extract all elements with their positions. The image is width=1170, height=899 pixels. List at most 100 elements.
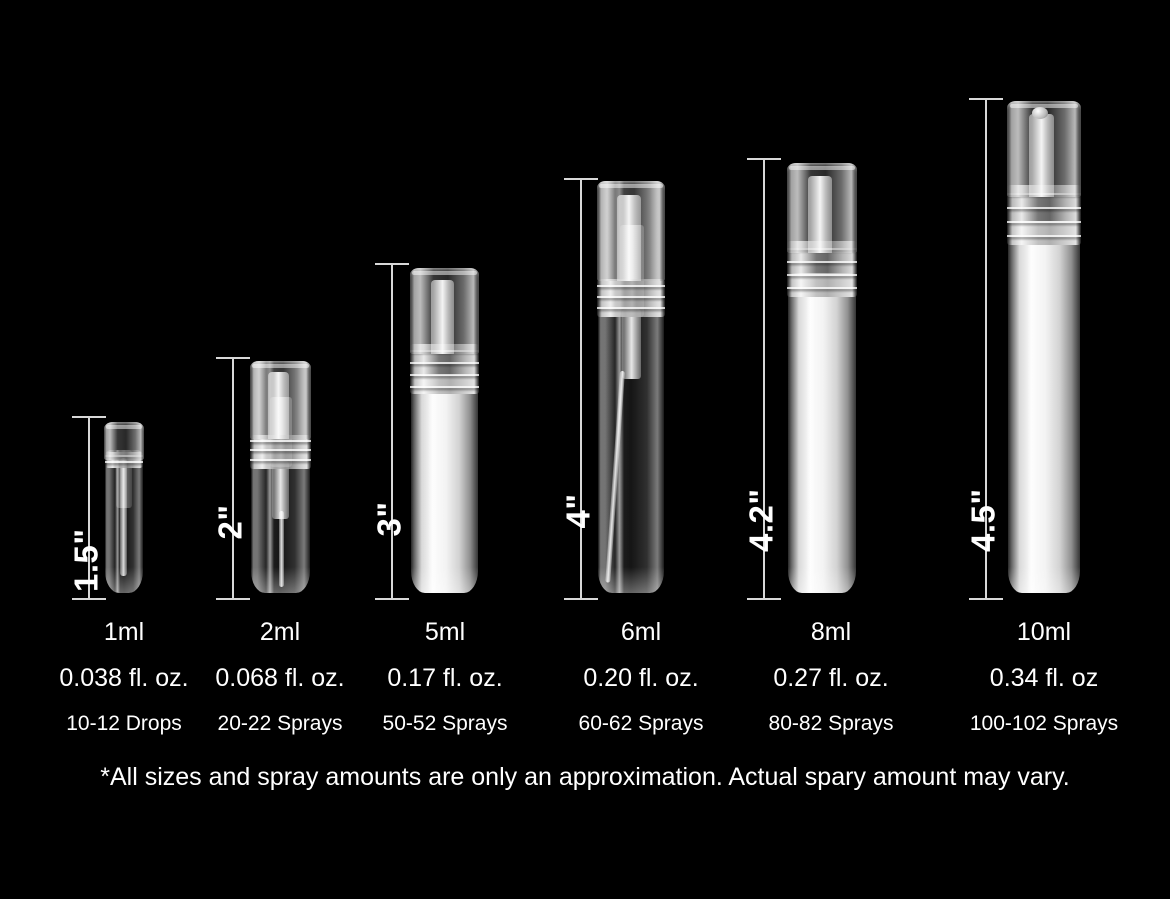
bottle-8ml	[786, 163, 858, 593]
spray-count-label-5ml: 50-52 Sprays	[382, 712, 508, 735]
caption-column-10ml: 10ml 0.34 fl. oz 100-102 Sprays	[954, 618, 1134, 735]
caption-column-2ml: 2ml 0.068 fl. oz. 20-22 Sprays	[190, 618, 370, 735]
spray-count-label-8ml: 80-82 Sprays	[768, 712, 894, 735]
glass-highlight	[114, 450, 120, 593]
spray-nozzle	[268, 371, 290, 439]
nozzle-hole-icon	[1032, 106, 1049, 119]
dimension-cap-bottom	[969, 598, 1003, 600]
cap-rim	[789, 166, 855, 170]
cap-rim	[599, 184, 663, 188]
dimension-cap-bottom	[564, 598, 598, 600]
collar-rib	[787, 261, 857, 263]
fluid-ounce-label-10ml: 0.34 fl. oz	[989, 664, 1099, 692]
dimension-cap-bottom	[375, 598, 409, 600]
dimension-rule	[985, 98, 987, 600]
fluid-ounce-label-2ml: 0.068 fl. oz.	[215, 664, 345, 692]
dimension-rule	[88, 416, 90, 600]
spray-count-label-1ml: 10-12 Drops	[66, 712, 182, 735]
bottle-cap	[409, 268, 480, 354]
spray-nozzle	[430, 280, 455, 354]
caption-column-8ml: 8ml 0.27 fl. oz. 80-82 Sprays	[741, 618, 921, 735]
bottle-base	[1008, 567, 1080, 593]
dimension-cap-top	[969, 98, 1003, 100]
bottle-base	[788, 567, 856, 593]
collar-rib	[250, 459, 311, 461]
cap-rim	[105, 425, 143, 429]
spray-nozzle	[807, 175, 832, 253]
caption-column-5ml: 5ml 0.17 fl. oz. 50-52 Sprays	[355, 618, 535, 735]
collar-rib	[250, 449, 311, 451]
dimension-label-8ml: 4.2"	[742, 488, 780, 553]
glass-highlight	[428, 375, 438, 593]
bottle-base	[411, 567, 478, 593]
fluid-ounce-label-6ml: 0.20 fl. oz.	[583, 664, 699, 692]
dimension-label-6ml: 4"	[559, 493, 597, 529]
dimension-label-10ml: 4.5"	[964, 488, 1002, 553]
dimension-rule	[580, 178, 582, 600]
glass-highlight	[805, 273, 815, 593]
bottle-body	[788, 273, 856, 593]
glass-highlight	[266, 361, 274, 593]
collar-rib	[1007, 221, 1081, 223]
caption-column-1ml: 1ml 0.038 fl. oz. 10-12 Drops	[34, 618, 214, 735]
volume-label-2ml: 2ml	[259, 618, 301, 646]
collar-rib	[1007, 207, 1081, 209]
pump-stem	[272, 461, 290, 519]
dimension-label-2ml: 2"	[211, 504, 249, 540]
spray-nozzle	[617, 195, 641, 281]
collar-rib	[104, 461, 144, 463]
pump-stem	[621, 309, 641, 379]
collar-rib	[787, 287, 857, 289]
cap-rim	[1009, 104, 1079, 108]
collar-rib	[597, 307, 665, 309]
bottle-1ml	[104, 422, 144, 593]
dimension-cap-top	[564, 178, 598, 180]
collar-rib	[250, 440, 311, 442]
bottle-6ml	[596, 181, 666, 593]
collar-rib	[597, 296, 665, 298]
dimension-rule	[391, 263, 393, 600]
bottle-collar	[250, 435, 311, 469]
dip-tube	[278, 511, 284, 587]
fluid-ounce-label-1ml: 0.038 fl. oz.	[59, 664, 189, 692]
bottle-10ml	[1006, 101, 1082, 593]
collar-rib	[410, 374, 479, 376]
dimension-rule	[763, 158, 765, 600]
volume-label-8ml: 8ml	[810, 618, 852, 646]
volume-label-10ml: 10ml	[1016, 618, 1072, 646]
dab-applicator-wand	[120, 458, 128, 576]
glass-highlight	[1026, 221, 1037, 593]
collar-rib	[410, 386, 479, 388]
bottle-collar	[597, 279, 665, 317]
fluid-ounce-label-5ml: 0.17 fl. oz.	[387, 664, 503, 692]
approximation-footnote: *All sizes and spray amounts are only an…	[100, 763, 1070, 791]
dimension-label-5ml: 3"	[370, 501, 408, 537]
dimension-rule	[232, 357, 234, 600]
collar-rib	[787, 274, 857, 276]
spray-nozzle	[1029, 114, 1055, 197]
bottle-body	[411, 375, 478, 593]
bottle-cap	[596, 181, 666, 281]
bottle-5ml	[409, 268, 480, 593]
bottle-cap	[249, 361, 312, 439]
cap-rim	[412, 271, 477, 275]
dimension-cap-top	[216, 357, 250, 359]
bottle-2ml	[249, 361, 312, 593]
dimension-cap-bottom	[72, 598, 106, 600]
collar-rib	[597, 285, 665, 287]
spray-count-label-6ml: 60-62 Sprays	[578, 712, 704, 735]
volume-label-1ml: 1ml	[103, 618, 145, 646]
volume-label-6ml: 6ml	[620, 618, 662, 646]
volume-label-5ml: 5ml	[424, 618, 466, 646]
bottle-cap	[1006, 101, 1082, 197]
dimension-cap-top	[375, 263, 409, 265]
cap-rim	[252, 364, 309, 368]
dimension-label-1ml: 1.5"	[67, 528, 105, 593]
dimension-cap-top	[72, 416, 106, 418]
spray-count-label-10ml: 100-102 Sprays	[969, 712, 1119, 735]
bottle-cap	[104, 422, 144, 460]
dimension-cap-top	[747, 158, 781, 160]
collar-rib	[410, 362, 479, 364]
bottle-cap	[786, 163, 858, 253]
